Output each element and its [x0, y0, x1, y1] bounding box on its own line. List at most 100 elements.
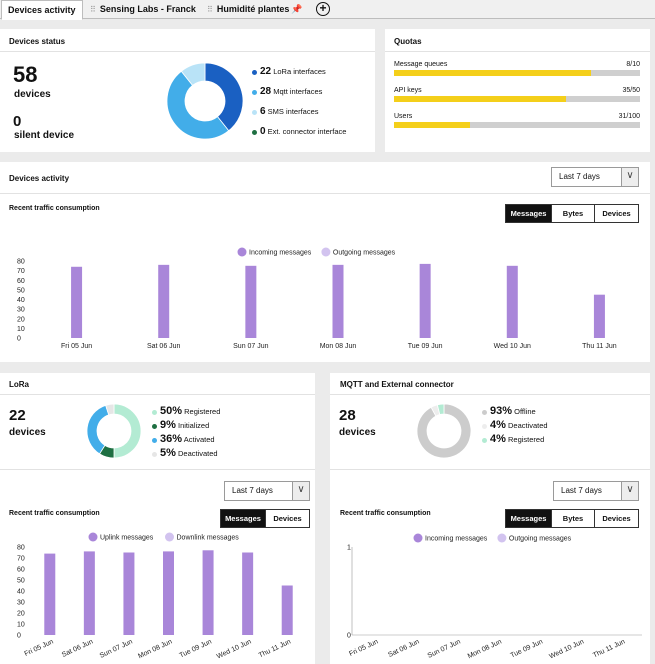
bar[interactable] [163, 551, 174, 635]
legend-dot-icon [152, 409, 157, 415]
legend-item: 36% Activated [152, 433, 215, 445]
toggle-messages[interactable]: Messages [506, 205, 551, 222]
bar[interactable] [506, 265, 518, 338]
legend-dot-icon[interactable] [413, 533, 423, 543]
legend-label[interactable]: Incoming messages [425, 536, 488, 543]
silent-device-label: silent device [14, 130, 75, 141]
quota-progress-fill [394, 96, 567, 102]
chevron-down-icon[interactable]: ∨ [621, 482, 638, 500]
lora-device-count-label: devices [9, 427, 46, 438]
period-select[interactable]: Last 7 days ∨ [553, 481, 639, 501]
bar[interactable] [245, 265, 257, 338]
donut-slice[interactable] [416, 403, 472, 459]
bar[interactable] [593, 294, 605, 338]
add-tab-icon[interactable]: + [316, 2, 330, 16]
legend-value: 5% [160, 447, 176, 459]
toggle-devices[interactable]: Devices [594, 205, 638, 222]
legend-label: Ext. connector interface [265, 127, 347, 136]
legend-label[interactable]: Incoming messages [249, 250, 312, 257]
quota-value: 8/10 [626, 61, 640, 68]
legend-label: Mqtt interfaces [271, 87, 323, 96]
donut-slice[interactable] [204, 62, 244, 132]
drag-handle-icon[interactable]: ⠿ [207, 5, 213, 14]
legend-dot-icon[interactable] [237, 247, 247, 257]
card-title: MQTT and External connector [340, 380, 454, 389]
bar[interactable] [242, 552, 254, 636]
tab-devices-activity[interactable]: Devices activity [1, 0, 83, 20]
bar[interactable] [332, 264, 344, 338]
divider [385, 51, 650, 52]
y-tick-label: 80 [17, 259, 25, 266]
legend-dot-icon[interactable] [165, 532, 174, 542]
toggle-messages[interactable]: Messages [506, 510, 551, 527]
toggle-devices[interactable]: Devices [594, 510, 638, 527]
drag-handle-icon[interactable]: ⠿ [90, 5, 96, 14]
pin-icon[interactable]: 📌 [291, 4, 303, 14]
bar[interactable] [202, 550, 214, 635]
toggle-devices[interactable]: Devices [265, 510, 309, 527]
legend-dot-icon[interactable] [497, 533, 507, 543]
y-tick-label: 0 [17, 633, 21, 640]
x-tick-label: Wed 10 Jun [216, 638, 253, 660]
tab-label: Sensing Labs - Franck [99, 4, 196, 14]
activity-bar-chart: Incoming messages Outgoing messages 0 10 20 3… [17, 247, 617, 350]
tab-humidite-plantes[interactable]: ⠿ Humidité plantes 📌 [207, 0, 303, 19]
legend-label: Activated [182, 435, 215, 444]
tab-sensing-labs[interactable]: ⠿ Sensing Labs - Franck [90, 0, 196, 19]
tab-label: Devices activity [8, 5, 76, 15]
bar[interactable] [123, 552, 135, 636]
legend-dot-icon[interactable] [321, 247, 331, 257]
legend-dot-icon [252, 109, 257, 115]
legend-item: 9% Initialized [152, 419, 209, 431]
bar[interactable] [44, 553, 56, 635]
x-tick-label: Sat 06 Jun [147, 343, 181, 350]
period-select-value: Last 7 days [559, 172, 600, 181]
toggle-bytes[interactable]: Bytes [551, 205, 594, 222]
bar[interactable] [281, 585, 293, 636]
legend-item: 6 SMS interfaces [252, 106, 319, 117]
toggle-messages[interactable]: Messages [221, 510, 265, 527]
period-select[interactable]: Last 7 days ∨ [224, 481, 310, 501]
donut-slice[interactable] [436, 403, 445, 416]
legend-dot-icon[interactable] [88, 532, 98, 542]
x-tick-label: Tue 09 Jun [510, 638, 545, 659]
period-select-value: Last 7 days [561, 486, 602, 495]
legend-label[interactable]: Downlink messages [177, 535, 240, 542]
bar[interactable] [71, 266, 83, 338]
chevron-down-icon[interactable]: ∨ [621, 168, 638, 186]
bar[interactable] [419, 263, 431, 338]
legend-value: 4% [490, 419, 506, 431]
x-tick-label: Fri 05 Jun [348, 638, 379, 658]
donut-slice[interactable] [105, 403, 115, 416]
bar[interactable] [158, 264, 170, 338]
quota-progress-bar [394, 70, 640, 76]
donut-slice[interactable] [166, 70, 230, 140]
lora-device-count: 22 [9, 407, 26, 424]
chart-subtitle: Recent traffic consumption [9, 205, 100, 212]
period-select[interactable]: Last 7 days ∨ [551, 167, 639, 187]
quotas-card: Quotas Message queues 8/10 API keys 35/50 Us… [385, 29, 650, 152]
legend-dot-icon [252, 89, 257, 95]
legend-value: 0 [260, 126, 266, 137]
period-select-value: Last 7 days [232, 486, 273, 495]
legend-value: 93% [490, 405, 513, 417]
toggle-bytes[interactable]: Bytes [551, 510, 594, 527]
legend-dot-icon [252, 69, 257, 75]
metric-toggle: Messages Devices [220, 509, 310, 528]
quota-label: Users [394, 113, 413, 120]
legend-label[interactable]: Outgoing messages [333, 250, 396, 257]
legend-label: Deactivated [505, 421, 548, 430]
legend-label[interactable]: Outgoing messages [509, 536, 572, 543]
donut-slice[interactable] [113, 403, 142, 459]
chart-subtitle: Recent traffic consumption [340, 510, 431, 517]
legend-item: 0 Ext. connector interface [252, 126, 346, 137]
bar[interactable] [83, 551, 95, 635]
legend-label[interactable]: Uplink messages [100, 535, 154, 542]
chevron-down-icon[interactable]: ∨ [292, 482, 309, 500]
donut-slice[interactable] [180, 62, 206, 86]
legend-item: 93% Offline [482, 405, 536, 417]
legend-value: 9% [160, 419, 176, 431]
chart-subtitle: Recent traffic consumption [9, 510, 100, 517]
lora-bar-chart: Uplink messages Downlink messages 0 10 20 30 4… [17, 532, 293, 661]
legend-dot-icon [252, 129, 257, 135]
